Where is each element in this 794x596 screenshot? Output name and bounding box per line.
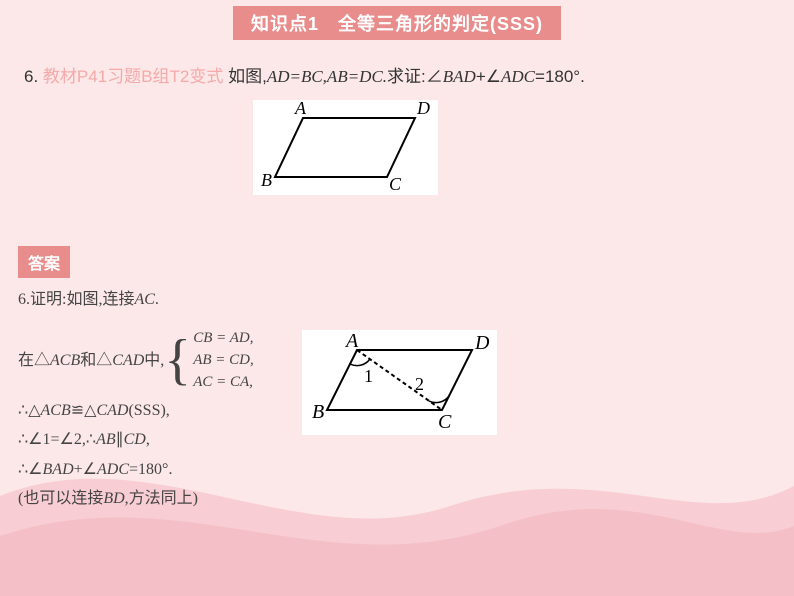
label-b2: B bbox=[312, 401, 324, 423]
proof-system: 在△ACB和△CAD中, { CB = AD, AB = CD, AC = CA… bbox=[18, 329, 254, 391]
proof-line1-c: . bbox=[155, 291, 159, 308]
proof-line1-a: 6.证明:如图,连接 bbox=[18, 291, 134, 308]
proof-diagram: A D B C 1 2 bbox=[302, 330, 497, 435]
l3a: ∴ bbox=[18, 402, 28, 419]
label-d: D bbox=[416, 100, 430, 118]
problem-source: 教材P41习题B组T2变式 bbox=[43, 67, 223, 86]
label-a2: A bbox=[344, 330, 359, 352]
l3e: △ bbox=[84, 402, 96, 419]
proof-line-5: ∴∠BAD+∠ADC=180°. bbox=[18, 460, 254, 479]
proof-body: 6.证明:如图,连接AC. 在△ACB和△CAD中, { CB = AD, AB… bbox=[18, 290, 254, 518]
sp-f: CAD bbox=[112, 352, 144, 369]
eq2: AB = CD, bbox=[193, 351, 254, 369]
problem-ask: ∠BAD+∠ADC= bbox=[426, 67, 545, 86]
knowledge-point-header: 知识点1 全等三角形的判定(SSS) bbox=[233, 6, 561, 40]
system-prefix: 在△ACB和△CAD中, bbox=[18, 351, 164, 370]
problem-given: AD=BC,AB=DC. bbox=[267, 67, 387, 86]
l3b: △ bbox=[28, 402, 40, 419]
answer-text: 答案 bbox=[28, 256, 60, 273]
proof-line-4: ∴∠1=∠2,∴AB∥CD, bbox=[18, 430, 254, 449]
header-text: 知识点1 全等三角形的判定(SSS) bbox=[251, 14, 543, 34]
sp-g: 中, bbox=[144, 352, 164, 369]
proof-line-3: ∴△ACB≌△CAD(SSS), bbox=[18, 401, 254, 420]
label-a: A bbox=[294, 100, 307, 118]
label-c2: C bbox=[438, 411, 452, 433]
eq1: CB = AD, bbox=[193, 329, 254, 347]
problem-ask-prefix: 求证: bbox=[387, 67, 426, 86]
eq3: AC = CA, bbox=[193, 373, 254, 391]
problem-number: 6. bbox=[24, 67, 38, 86]
proof-line-6: (也可以连接BD,方法同上) bbox=[18, 489, 254, 508]
l3d: ≌ bbox=[71, 402, 84, 419]
left-brace-icon: { bbox=[164, 332, 191, 388]
answer-label: 答案 bbox=[18, 246, 70, 278]
l3c: ACB bbox=[41, 402, 71, 419]
problem-deg: 180°. bbox=[545, 67, 585, 86]
problem-prefix: 如图, bbox=[228, 67, 267, 86]
l3f: CAD bbox=[96, 402, 128, 419]
label-ang1: 1 bbox=[364, 366, 373, 386]
label-ang2: 2 bbox=[415, 374, 424, 394]
problem-statement: 6. 教材P41习题B组T2变式 如图,AD=BC,AB=DC.求证:∠BAD+… bbox=[24, 62, 585, 87]
l6b: BD bbox=[103, 490, 124, 507]
problem-diagram: A D B C bbox=[253, 100, 438, 195]
sp-c: ACB bbox=[50, 352, 80, 369]
label-c: C bbox=[389, 174, 402, 194]
proof-line-1: 6.证明:如图,连接AC. bbox=[18, 290, 254, 309]
equation-column: CB = AD, AB = CD, AC = CA, bbox=[193, 329, 254, 391]
proof-line1-b: AC bbox=[134, 291, 154, 308]
sp-d: 和 bbox=[80, 352, 96, 369]
label-d2: D bbox=[474, 332, 490, 354]
l6a: (也可以连接 bbox=[18, 490, 103, 507]
sp-a: 在 bbox=[18, 352, 34, 369]
sp-b: △ bbox=[34, 352, 50, 369]
sp-e: △ bbox=[96, 352, 112, 369]
l3g: (SSS), bbox=[128, 402, 169, 419]
l6c: ,方法同上) bbox=[125, 490, 198, 507]
label-b: B bbox=[261, 170, 272, 190]
